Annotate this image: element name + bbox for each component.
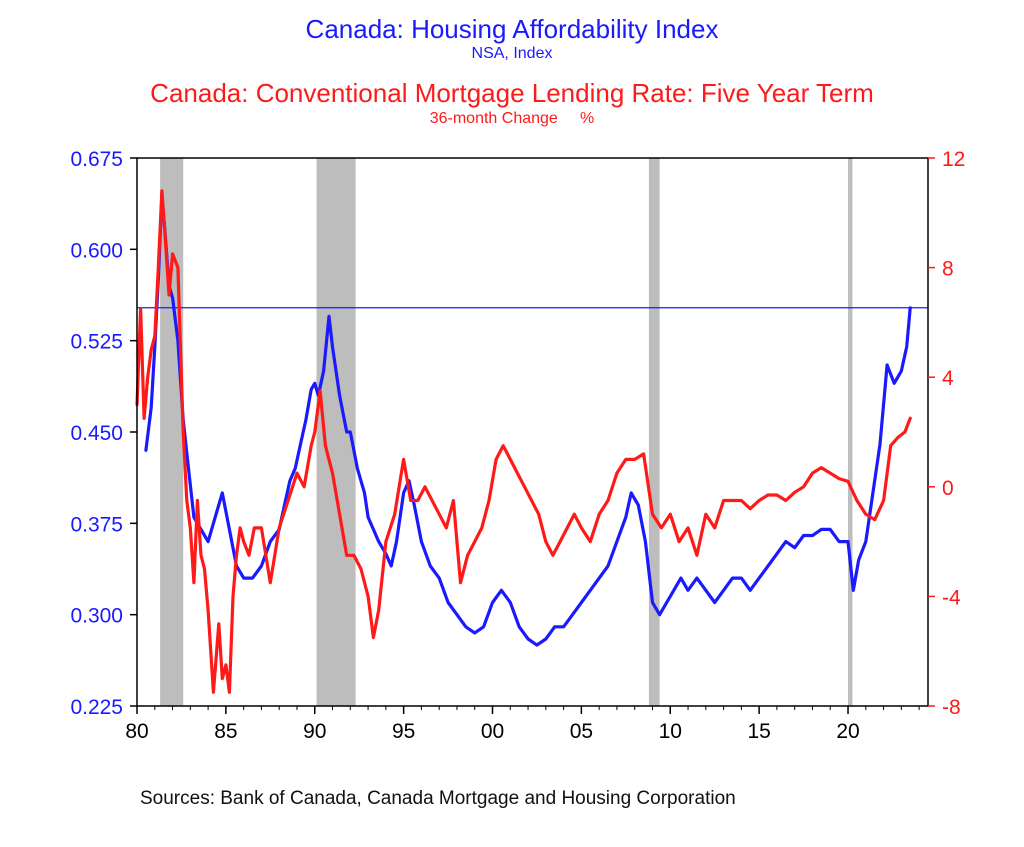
x-tick-label: 20 — [836, 720, 859, 743]
recession-band-0 — [160, 158, 184, 706]
chart-title-primary: Canada: Housing Affordability Index — [305, 14, 719, 44]
right-tick-label: 0 — [942, 477, 954, 500]
chart-subtitle-secondary: 36-month Change % — [429, 110, 595, 127]
x-tick-label: 85 — [214, 720, 237, 743]
left-tick-label: 0.600 — [70, 239, 123, 262]
left-tick-label: 0.675 — [70, 148, 123, 171]
right-axis: 12 8 4 0 -4 -8 — [928, 148, 965, 719]
left-tick-label: 0.525 — [70, 331, 123, 354]
recession-band-3 — [848, 158, 853, 706]
series-layer — [135, 189, 912, 694]
mortgage-rate-change-line — [135, 189, 912, 694]
x-tick-label: 05 — [570, 720, 593, 743]
x-axis: 80 85 90 95 00 05 10 15 20 — [125, 706, 920, 743]
affordability-index-line — [144, 192, 912, 647]
left-tick-label: 0.225 — [70, 696, 123, 719]
right-tick-label: 12 — [942, 148, 965, 171]
x-tick-label: 10 — [659, 720, 682, 743]
left-axis: 0.675 0.600 0.525 0.450 0.375 0.300 0.225 — [70, 148, 137, 719]
sources-note: Sources: Bank of Canada, Canada Mortgage… — [140, 788, 736, 809]
x-tick-label: 90 — [303, 720, 326, 743]
recession-bands — [160, 158, 853, 706]
chart-subtitle-primary: NSA, Index — [471, 45, 553, 62]
x-tick-label: 00 — [481, 720, 504, 743]
right-tick-label: 8 — [942, 258, 954, 281]
left-tick-label: 0.375 — [70, 513, 123, 536]
recession-band-2 — [648, 158, 660, 706]
right-tick-label: 4 — [942, 367, 954, 390]
right-tick-label: -4 — [942, 586, 961, 609]
x-tick-label: 95 — [392, 720, 415, 743]
chart-title-secondary: Canada: Conventional Mortgage Lending Ra… — [150, 78, 874, 108]
left-tick-label: 0.300 — [70, 605, 123, 628]
right-tick-label: -8 — [942, 696, 961, 719]
x-tick-label: 15 — [747, 720, 770, 743]
x-tick-label: 80 — [125, 720, 148, 743]
plot-frame — [136, 157, 929, 707]
left-tick-label: 0.450 — [70, 422, 123, 445]
